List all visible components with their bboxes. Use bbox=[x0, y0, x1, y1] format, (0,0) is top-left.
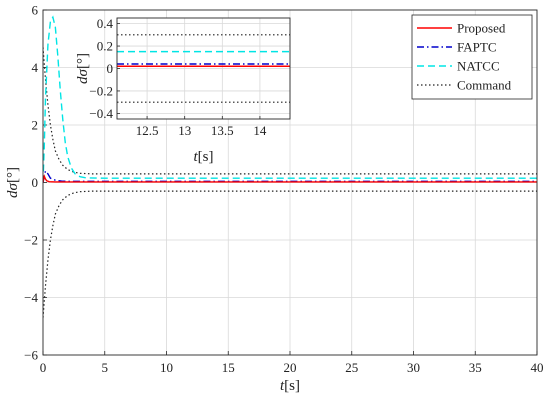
legend-label-faptc: FAPTC bbox=[457, 40, 497, 55]
x-tick-label: 15 bbox=[222, 360, 235, 375]
x-tick-label: 20 bbox=[284, 360, 297, 375]
plot-frame bbox=[42, 9, 538, 356]
series-line-command-lower bbox=[43, 190, 537, 318]
y-tick-label: 4 bbox=[32, 60, 39, 75]
x-tick-label: 10 bbox=[160, 360, 173, 375]
y-tick-label: −6 bbox=[24, 348, 38, 363]
inset-frame bbox=[116, 17, 291, 120]
y-tick-label: 0 bbox=[32, 175, 39, 190]
inset-x-tick-label: 13.5 bbox=[211, 123, 234, 138]
inset-x-axis-label: t[s] bbox=[194, 149, 214, 165]
inset-x-tick-label: 12.5 bbox=[136, 123, 159, 138]
legend-box bbox=[411, 14, 533, 100]
series-line-command bbox=[43, 47, 537, 175]
inset-x-tick-label: 13 bbox=[178, 123, 191, 138]
series-line-natcc bbox=[43, 15, 537, 183]
inset-y-tick-label: −0.2 bbox=[89, 83, 113, 98]
inset-y-tick-label: 0.2 bbox=[97, 39, 113, 54]
x-tick-label: 25 bbox=[345, 360, 358, 375]
x-axis-label: t[s] bbox=[280, 378, 300, 394]
y-axis-label: dσ[°] bbox=[5, 167, 21, 198]
legend-label-proposed: Proposed bbox=[457, 21, 506, 36]
inset-y-axis-label: dσ[°] bbox=[75, 53, 91, 84]
y-tick-label: 2 bbox=[32, 118, 39, 133]
y-tick-label: −2 bbox=[24, 233, 38, 248]
inset-y-tick-label: −0.4 bbox=[89, 106, 113, 121]
legend-label-natcc: NATCC bbox=[457, 59, 500, 74]
x-tick-label: 5 bbox=[102, 360, 109, 375]
x-tick-label: 40 bbox=[531, 360, 544, 375]
inset-x-tick-label: 14 bbox=[253, 123, 267, 138]
y-tick-label: −4 bbox=[24, 290, 38, 305]
series-line-proposed bbox=[43, 174, 537, 183]
legend-label-command: Command bbox=[457, 78, 512, 93]
x-tick-label: 30 bbox=[407, 360, 420, 375]
inset-y-tick-label: 0.4 bbox=[97, 16, 114, 31]
inset-y-tick-label: 0 bbox=[107, 61, 114, 76]
y-tick-label: 6 bbox=[32, 3, 39, 18]
x-tick-label: 35 bbox=[469, 360, 482, 375]
x-tick-label: 0 bbox=[40, 360, 47, 375]
series-line-faptc bbox=[43, 169, 537, 183]
